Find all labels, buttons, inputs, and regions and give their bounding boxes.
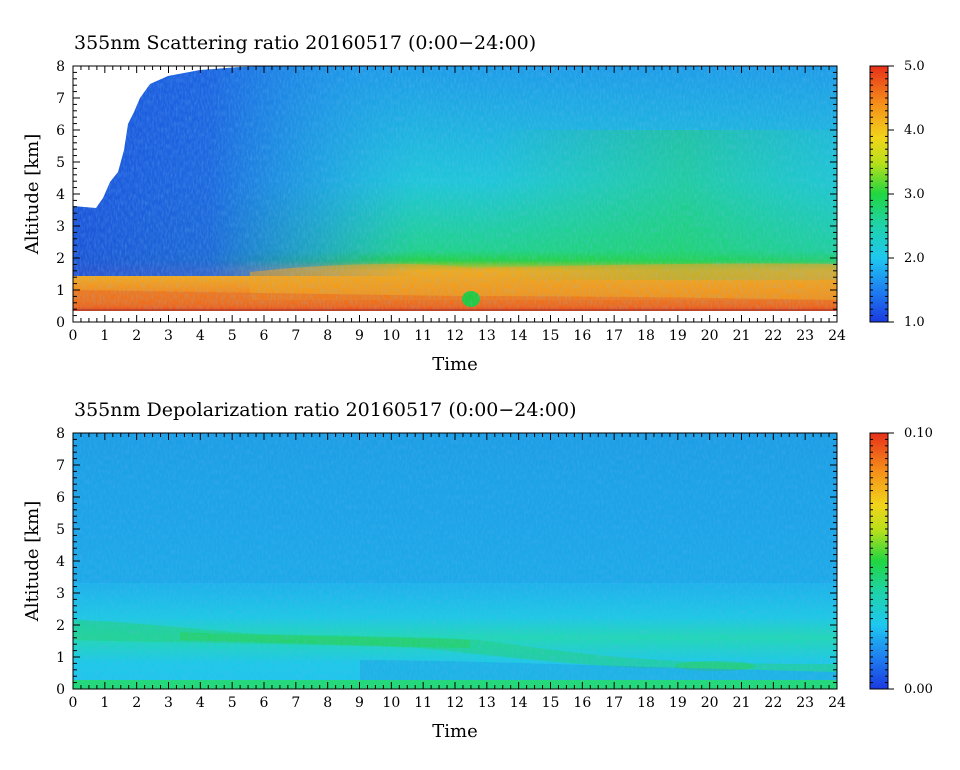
- chart-title: 355nm Depolarization ratio 20160517 (0:0…: [74, 399, 576, 421]
- x-tick-label: 23: [796, 328, 814, 344]
- x-tick-label: 7: [291, 695, 300, 711]
- heatmap-field: [73, 433, 837, 689]
- x-tick-label: 2: [132, 328, 141, 344]
- x-tick-label: 14: [510, 328, 528, 344]
- colorbar-tick-label: 4.0: [904, 123, 925, 138]
- x-tick-label: 18: [637, 328, 655, 344]
- x-tick-label: 5: [228, 695, 237, 711]
- y-tick-label: 7: [56, 458, 65, 474]
- y-tick-label: 4: [56, 187, 65, 203]
- x-tick-label: 6: [260, 695, 269, 711]
- x-tick-label: 13: [478, 695, 496, 711]
- x-tick-label: 6: [260, 328, 269, 344]
- y-tick-label: 0: [56, 315, 65, 331]
- x-axis: 0 1 2 3 4 5 6 7 8 9 10 11 12 13 14 15 16 17 18 19 20 21 22 23 24: [69, 66, 846, 344]
- x-tick-label: 7: [291, 328, 300, 344]
- x-axis: 0 1 2 3 4 5 6 7 8 9 10 11 12 13 14 15 16 17 18 19 20 21 22 23 24: [69, 433, 846, 711]
- x-tick-label: 18: [637, 695, 655, 711]
- x-tick-label: 23: [796, 695, 814, 711]
- x-tick-label: 0: [69, 695, 78, 711]
- x-tick-label: 11: [414, 695, 432, 711]
- x-tick-label: 21: [733, 328, 751, 344]
- x-tick-label: 13: [478, 328, 496, 344]
- colorbar-tick-label: 2.0: [904, 251, 925, 266]
- colorbar-ticks: 0.00 0.10: [870, 426, 933, 697]
- x-tick-label: 3: [164, 328, 173, 344]
- x-tick-label: 1: [100, 328, 109, 344]
- y-tick-label: 3: [56, 219, 65, 235]
- x-tick-label: 1: [100, 695, 109, 711]
- y-tick-label: 5: [56, 155, 65, 171]
- colorbar-ticks: 1.0 2.0 3.0 4.0 5.0: [870, 59, 925, 330]
- y-axis-label: Altitude [km]: [22, 134, 43, 256]
- x-tick-label: 14: [510, 695, 528, 711]
- x-tick-label: 21: [733, 695, 751, 711]
- y-axis-label: Altitude [km]: [22, 501, 43, 623]
- y-tick-label: 8: [56, 59, 65, 75]
- y-tick-label: 7: [56, 91, 65, 107]
- heatmap-noise: [73, 66, 837, 322]
- x-tick-label: 8: [323, 695, 332, 711]
- y-tick-label: 1: [56, 650, 65, 666]
- heatmap-no-data: [73, 66, 268, 208]
- x-tick-label: 24: [828, 328, 846, 344]
- x-tick-label: 12: [446, 695, 464, 711]
- colorbar-tick-label: 0.00: [904, 682, 933, 697]
- y-tick-label: 2: [56, 251, 65, 267]
- y-tick-label: 2: [56, 618, 65, 634]
- x-tick-label: 3: [164, 695, 173, 711]
- x-tick-label: 17: [605, 328, 623, 344]
- heatmap-field: [73, 66, 837, 322]
- colorbar-tick-label: 0.10: [904, 426, 933, 441]
- y-tick-label: 3: [56, 586, 65, 602]
- x-tick-label: 20: [701, 328, 719, 344]
- x-tick-label: 9: [355, 328, 364, 344]
- heatmap-noise: [73, 433, 837, 689]
- y-tick-label: 8: [56, 426, 65, 442]
- colorbar-tick-label: 5.0: [904, 59, 925, 74]
- x-tick-label: 19: [669, 328, 687, 344]
- y-tick-label: 4: [56, 554, 65, 570]
- x-tick-label: 19: [669, 695, 687, 711]
- x-tick-label: 4: [196, 328, 205, 344]
- x-tick-label: 15: [542, 695, 560, 711]
- x-tick-label: 22: [764, 328, 782, 344]
- x-tick-label: 22: [764, 695, 782, 711]
- x-tick-label: 15: [542, 328, 560, 344]
- x-axis-label: Time: [432, 721, 477, 742]
- y-axis: 0 1 2 3 4 5 6 7 8: [56, 426, 837, 698]
- x-tick-label: 10: [382, 328, 400, 344]
- colorbar-tick-label: 3.0: [904, 187, 925, 202]
- y-tick-label: 6: [56, 123, 65, 139]
- x-tick-label: 2: [132, 695, 141, 711]
- y-tick-label: 5: [56, 522, 65, 538]
- x-axis-label: Time: [432, 354, 477, 375]
- chart-title: 355nm Scattering ratio 20160517 (0:00−24…: [74, 32, 536, 54]
- x-tick-label: 9: [355, 695, 364, 711]
- x-tick-label: 16: [573, 328, 591, 344]
- y-tick-label: 0: [56, 682, 65, 698]
- x-tick-label: 5: [228, 328, 237, 344]
- chart-depolarization-ratio: 355nm Depolarization ratio 20160517 (0:0…: [22, 399, 933, 742]
- x-tick-label: 11: [414, 328, 432, 344]
- chart-scattering-ratio: 355nm Scattering ratio 20160517 (0:00−24…: [22, 32, 925, 375]
- y-axis: 0 1 2 3 4 5 6 7 8: [56, 59, 837, 331]
- x-tick-label: 20: [701, 695, 719, 711]
- y-tick-label: 6: [56, 490, 65, 506]
- colorbar-tick-label: 1.0: [904, 315, 925, 330]
- x-tick-label: 24: [828, 695, 846, 711]
- y-tick-label: 1: [56, 283, 65, 299]
- x-tick-label: 10: [382, 695, 400, 711]
- x-tick-label: 4: [196, 695, 205, 711]
- colorbar: [869, 432, 889, 690]
- x-tick-label: 8: [323, 328, 332, 344]
- x-tick-label: 12: [446, 328, 464, 344]
- x-tick-label: 16: [573, 695, 591, 711]
- x-tick-label: 0: [69, 328, 78, 344]
- x-tick-label: 17: [605, 695, 623, 711]
